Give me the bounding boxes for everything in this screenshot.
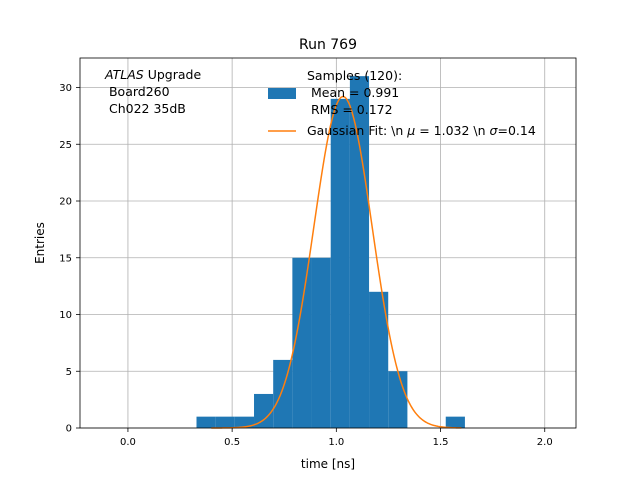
legend-samples-swatch — [268, 88, 296, 99]
x-tick-label-1: 0.5 — [224, 437, 240, 448]
x-ticks: 0.0 0.5 1.0 1.5 2.0 — [120, 428, 553, 448]
annotation-line-3: Ch022 35dB — [105, 101, 186, 116]
axes-frame — [79, 57, 577, 429]
annotation-italic: ATLAS — [104, 67, 144, 82]
y-tick-label-5: 25 — [59, 140, 72, 151]
histogram-bar-2 — [234, 416, 255, 428]
legend-samples-line-1: Samples (120): — [307, 68, 402, 83]
x-tick-label-4: 2.0 — [537, 437, 553, 448]
legend-samples-line-3: RMS = 0.172 — [307, 102, 393, 117]
histogram-bar-7 — [330, 98, 350, 429]
histogram-bar-4 — [273, 359, 293, 428]
legend-fit-part-1: Gaussian Fit: \n — [307, 123, 407, 138]
y-tick-label-3: 15 — [59, 253, 72, 264]
y-axis-label: Entries — [33, 222, 47, 264]
annotation-line-2: Board260 — [105, 84, 170, 99]
x-tick-label-3: 1.5 — [433, 437, 449, 448]
chart-title: Run 769 — [299, 37, 357, 53]
atlas-annotation: ATLAS Upgrade Board260 Ch022 35dB — [104, 67, 201, 116]
histogram-bar-6 — [311, 257, 331, 428]
x-axis-label: time [ns] — [301, 457, 355, 471]
legend-fit-mu: μ — [406, 123, 415, 138]
legend-fit-part-5: =0.14 — [497, 123, 535, 138]
annotation-rest: Upgrade — [144, 67, 202, 82]
histogram-bar-8 — [349, 76, 370, 428]
histogram-bar-1 — [215, 416, 235, 428]
y-tick-label-6: 30 — [59, 83, 72, 94]
legend-fit-part-3: = 1.032 \n — [415, 123, 489, 138]
legend-samples-line-2: Mean = 0.991 — [307, 85, 399, 100]
x-tick-label-2: 1.0 — [328, 437, 344, 448]
gaussian-fit-curve — [211, 95, 462, 429]
histogram-bar-5 — [292, 257, 312, 428]
x-tick-label-0: 0.0 — [120, 437, 136, 448]
gaussian-fit — [211, 95, 462, 429]
histogram-bar-13 — [445, 416, 465, 428]
y-tick-label-2: 10 — [59, 310, 72, 321]
histogram-bar-9 — [369, 291, 389, 428]
y-ticks: 0 5 10 15 20 25 30 — [59, 83, 80, 435]
histogram-bars — [196, 76, 465, 429]
legend-fit-sigma: σ — [490, 123, 499, 138]
y-tick-label-1: 5 — [66, 367, 72, 378]
legend: Samples (120): Mean = 0.991 RMS = 0.172 … — [268, 68, 536, 138]
y-tick-label-0: 0 — [66, 424, 72, 435]
annotation-line-1: ATLAS Upgrade — [104, 67, 201, 82]
histogram-bar-10 — [388, 371, 408, 428]
legend-fit-label: Gaussian Fit: \n μ = 1.032 \n σ=0.14 — [307, 123, 536, 138]
histogram-bar-0 — [196, 416, 216, 428]
y-tick-label-4: 20 — [59, 197, 72, 208]
histogram-bar-3 — [254, 393, 274, 428]
